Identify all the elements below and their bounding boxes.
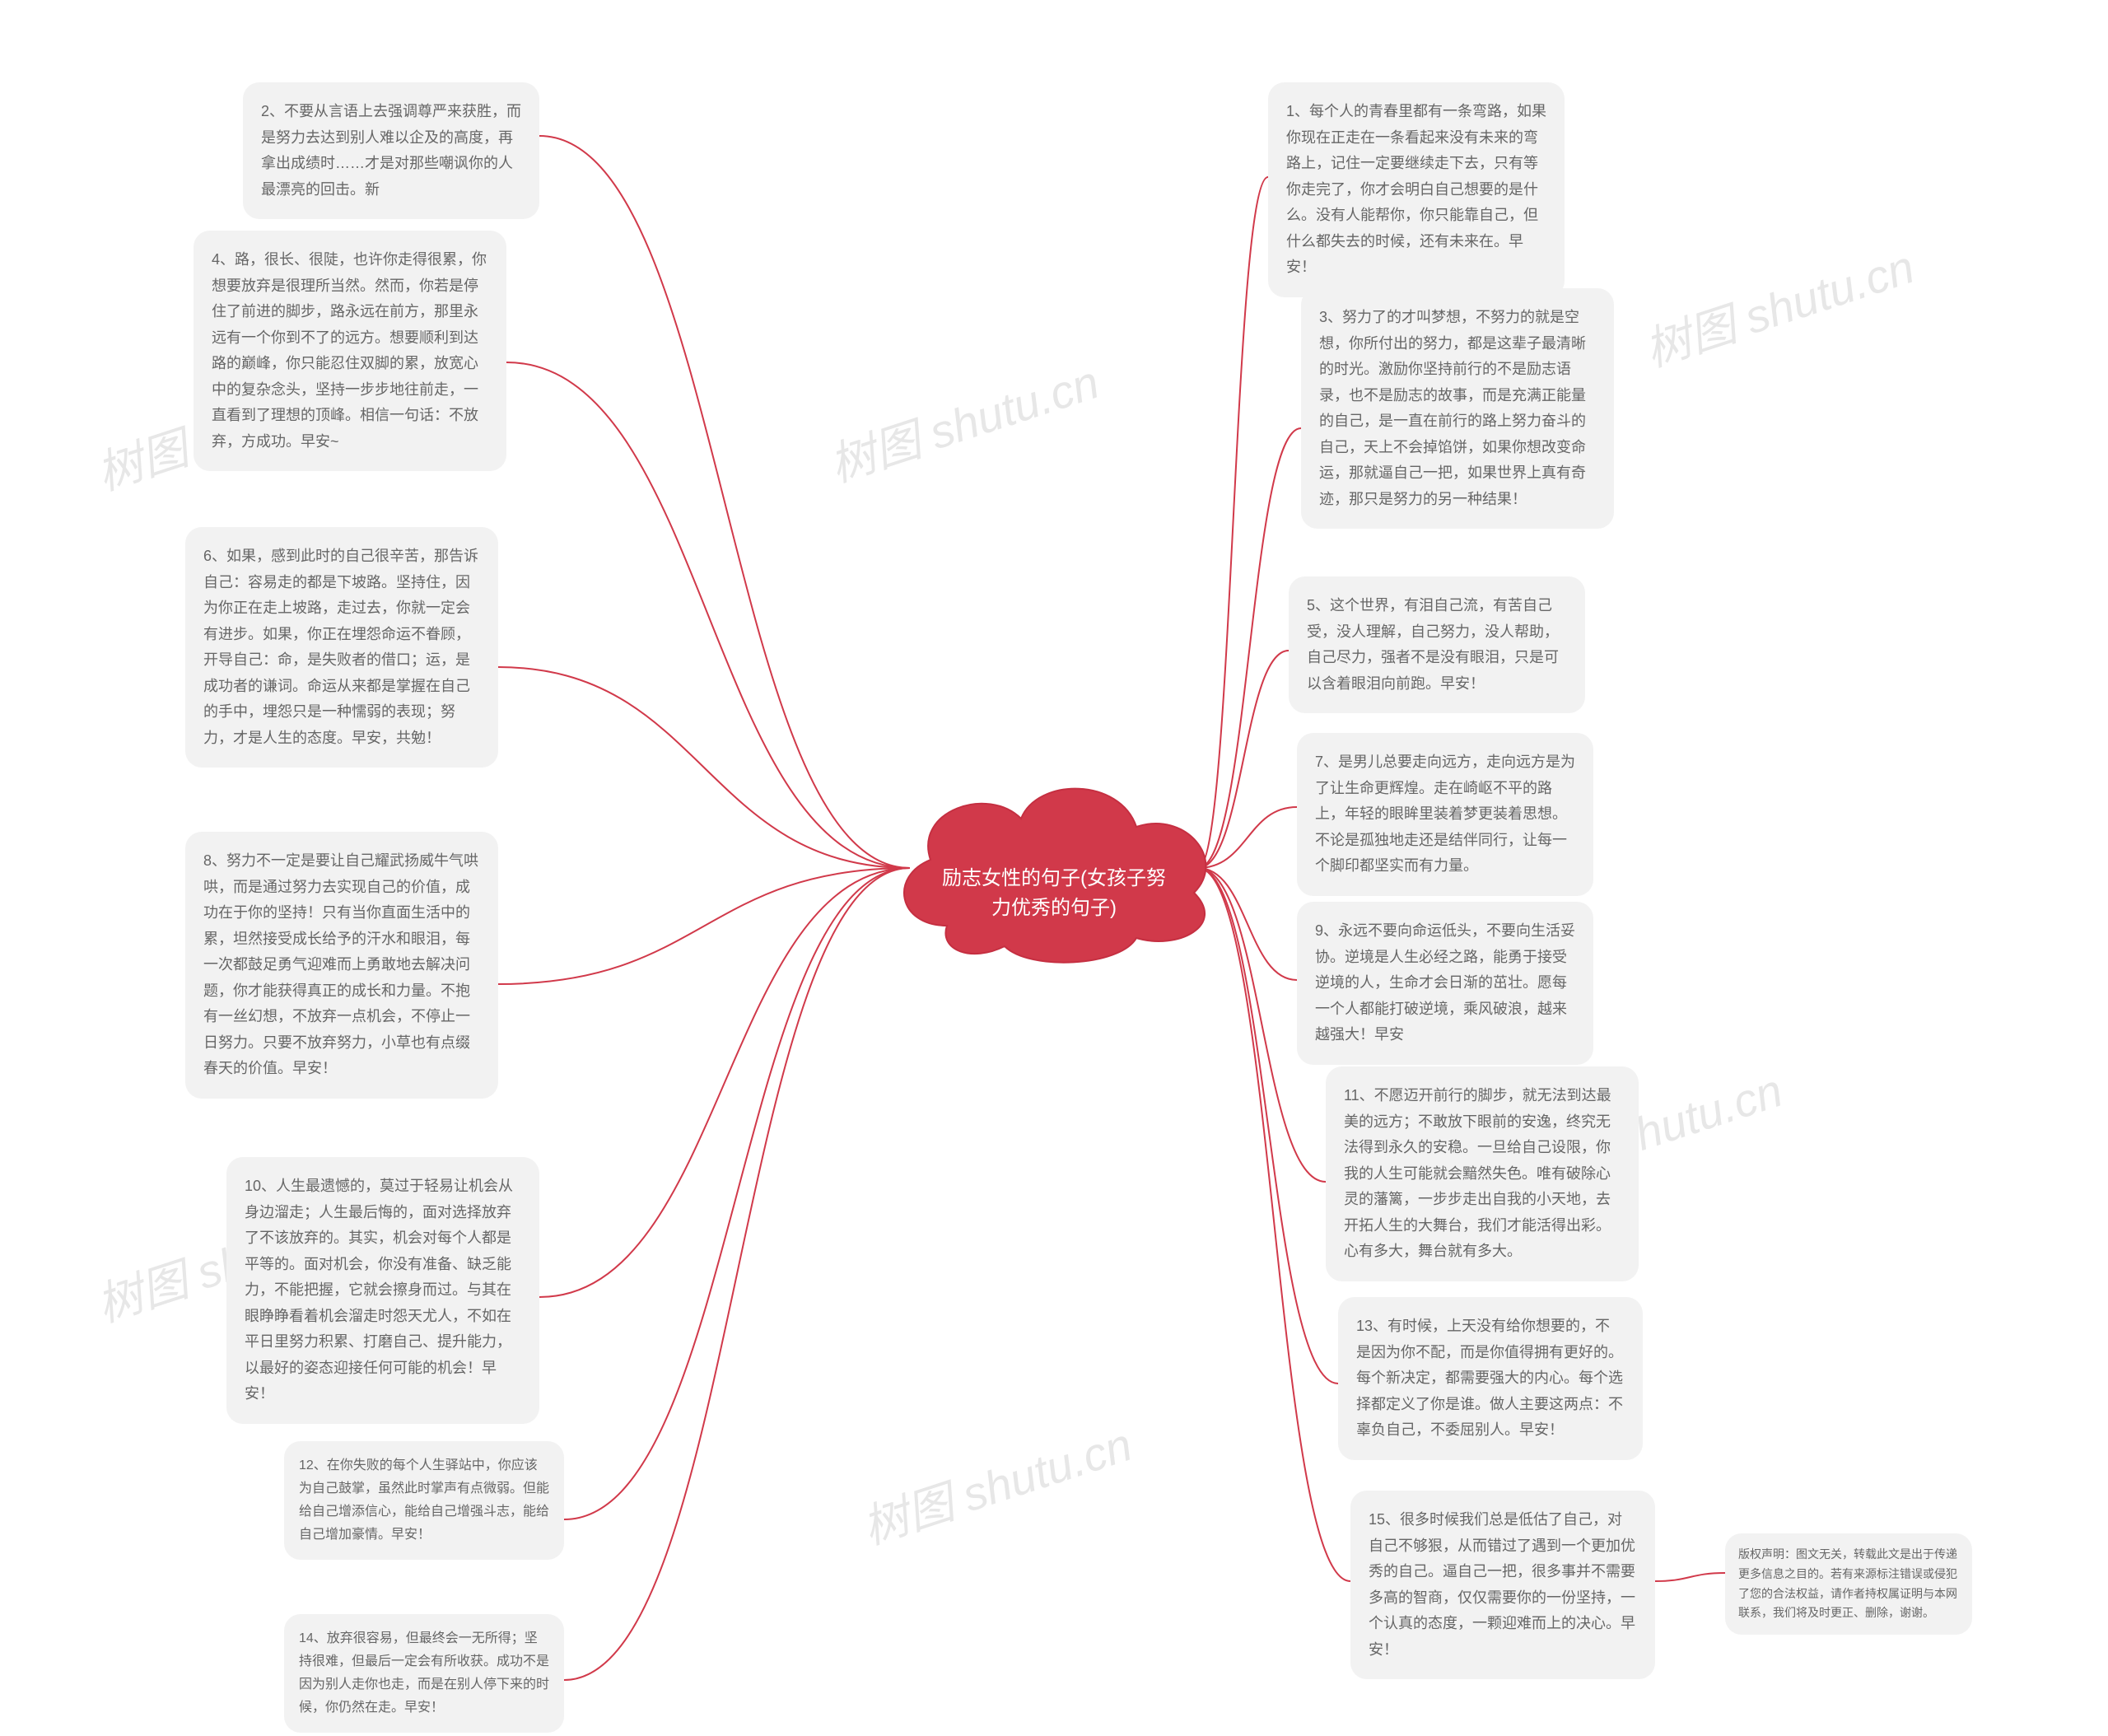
- center-label: 励志女性的句子(女孩子努力优秀的句子): [939, 864, 1169, 923]
- mindmap-canvas: 树图 shutu.cn 树图 shutu.cn 树图 shutu.cn 树图 s…: [0, 0, 2108, 1736]
- branch-node: 3、努力了的才叫梦想，不努力的就是空想，你所付出的努力，都是这辈子最清晰的时光。…: [1301, 288, 1614, 529]
- branch-node: 8、努力不一定是要让自己耀武扬威牛气哄哄，而是通过努力去实现自己的价值，成功在于…: [185, 832, 498, 1099]
- branch-node: 6、如果，感到此时的自己很辛苦，那告诉自己：容易走的都是下坡路。坚持住，因为你正…: [185, 527, 498, 768]
- branch-node: 2、不要从言语上去强调尊严来获胜，而是努力去达到别人难以企及的高度，再拿出成绩时…: [243, 82, 539, 219]
- branch-node: 11、不愿迈开前行的脚步，就无法到达最美的远方；不敢放下眼前的安逸，终究无法得到…: [1326, 1066, 1639, 1281]
- center-node: 励志女性的句子(女孩子努力优秀的句子): [881, 761, 1227, 975]
- branch-node: 7、是男儿总要走向远方，走向远方是为了让生命更辉煌。走在崎岖不平的路上，年轻的眼…: [1297, 733, 1593, 896]
- branch-node: 1、每个人的青春里都有一条弯路，如果你现在正走在一条看起来没有未来的弯路上，记住…: [1268, 82, 1565, 297]
- branch-node: 12、在你失败的每个人生驿站中，你应该为自己鼓掌，虽然此时掌声有点微弱。但能给自…: [284, 1441, 564, 1560]
- branch-node: 13、有时候，上天没有给你想要的，不是因为你不配，而是你值得拥有更好的。每个新决…: [1338, 1297, 1643, 1460]
- branch-node: 10、人生最遗憾的，莫过于轻易让机会从身边溜走；人生最后悔的，面对选择放弃了不该…: [226, 1157, 539, 1424]
- disclaimer-note: 版权声明：图文无关，转载此文是出于传递更多信息之目的。若有来源标注错误或侵犯了您…: [1725, 1533, 1972, 1635]
- branch-node: 4、路，很长、很陡，也许你走得很累，你想要放弃是很理所当然。然而，你若是停住了前…: [194, 231, 506, 471]
- watermark: 树图 shutu.cn: [820, 346, 1107, 496]
- branch-node: 14、放弃很容易，但最终会一无所得；坚持很难，但最后一定会有所收获。成功不是因为…: [284, 1614, 564, 1733]
- branch-node: 9、永远不要向命运低头，不要向生活妥协。逆境是人生必经之路，能勇于接受逆境的人，…: [1297, 902, 1593, 1065]
- watermark: 树图 shutu.cn: [853, 1408, 1140, 1558]
- watermark: 树图 shutu.cn: [1635, 231, 1922, 380]
- branch-node: 5、这个世界，有泪自己流，有苦自己受，没人理解，自己努力，没人帮助，自己尽力，强…: [1289, 576, 1585, 713]
- branch-node: 15、很多时候我们总是低估了自己，对自己不够狠，从而错过了遇到一个更加优秀的自己…: [1350, 1491, 1655, 1679]
